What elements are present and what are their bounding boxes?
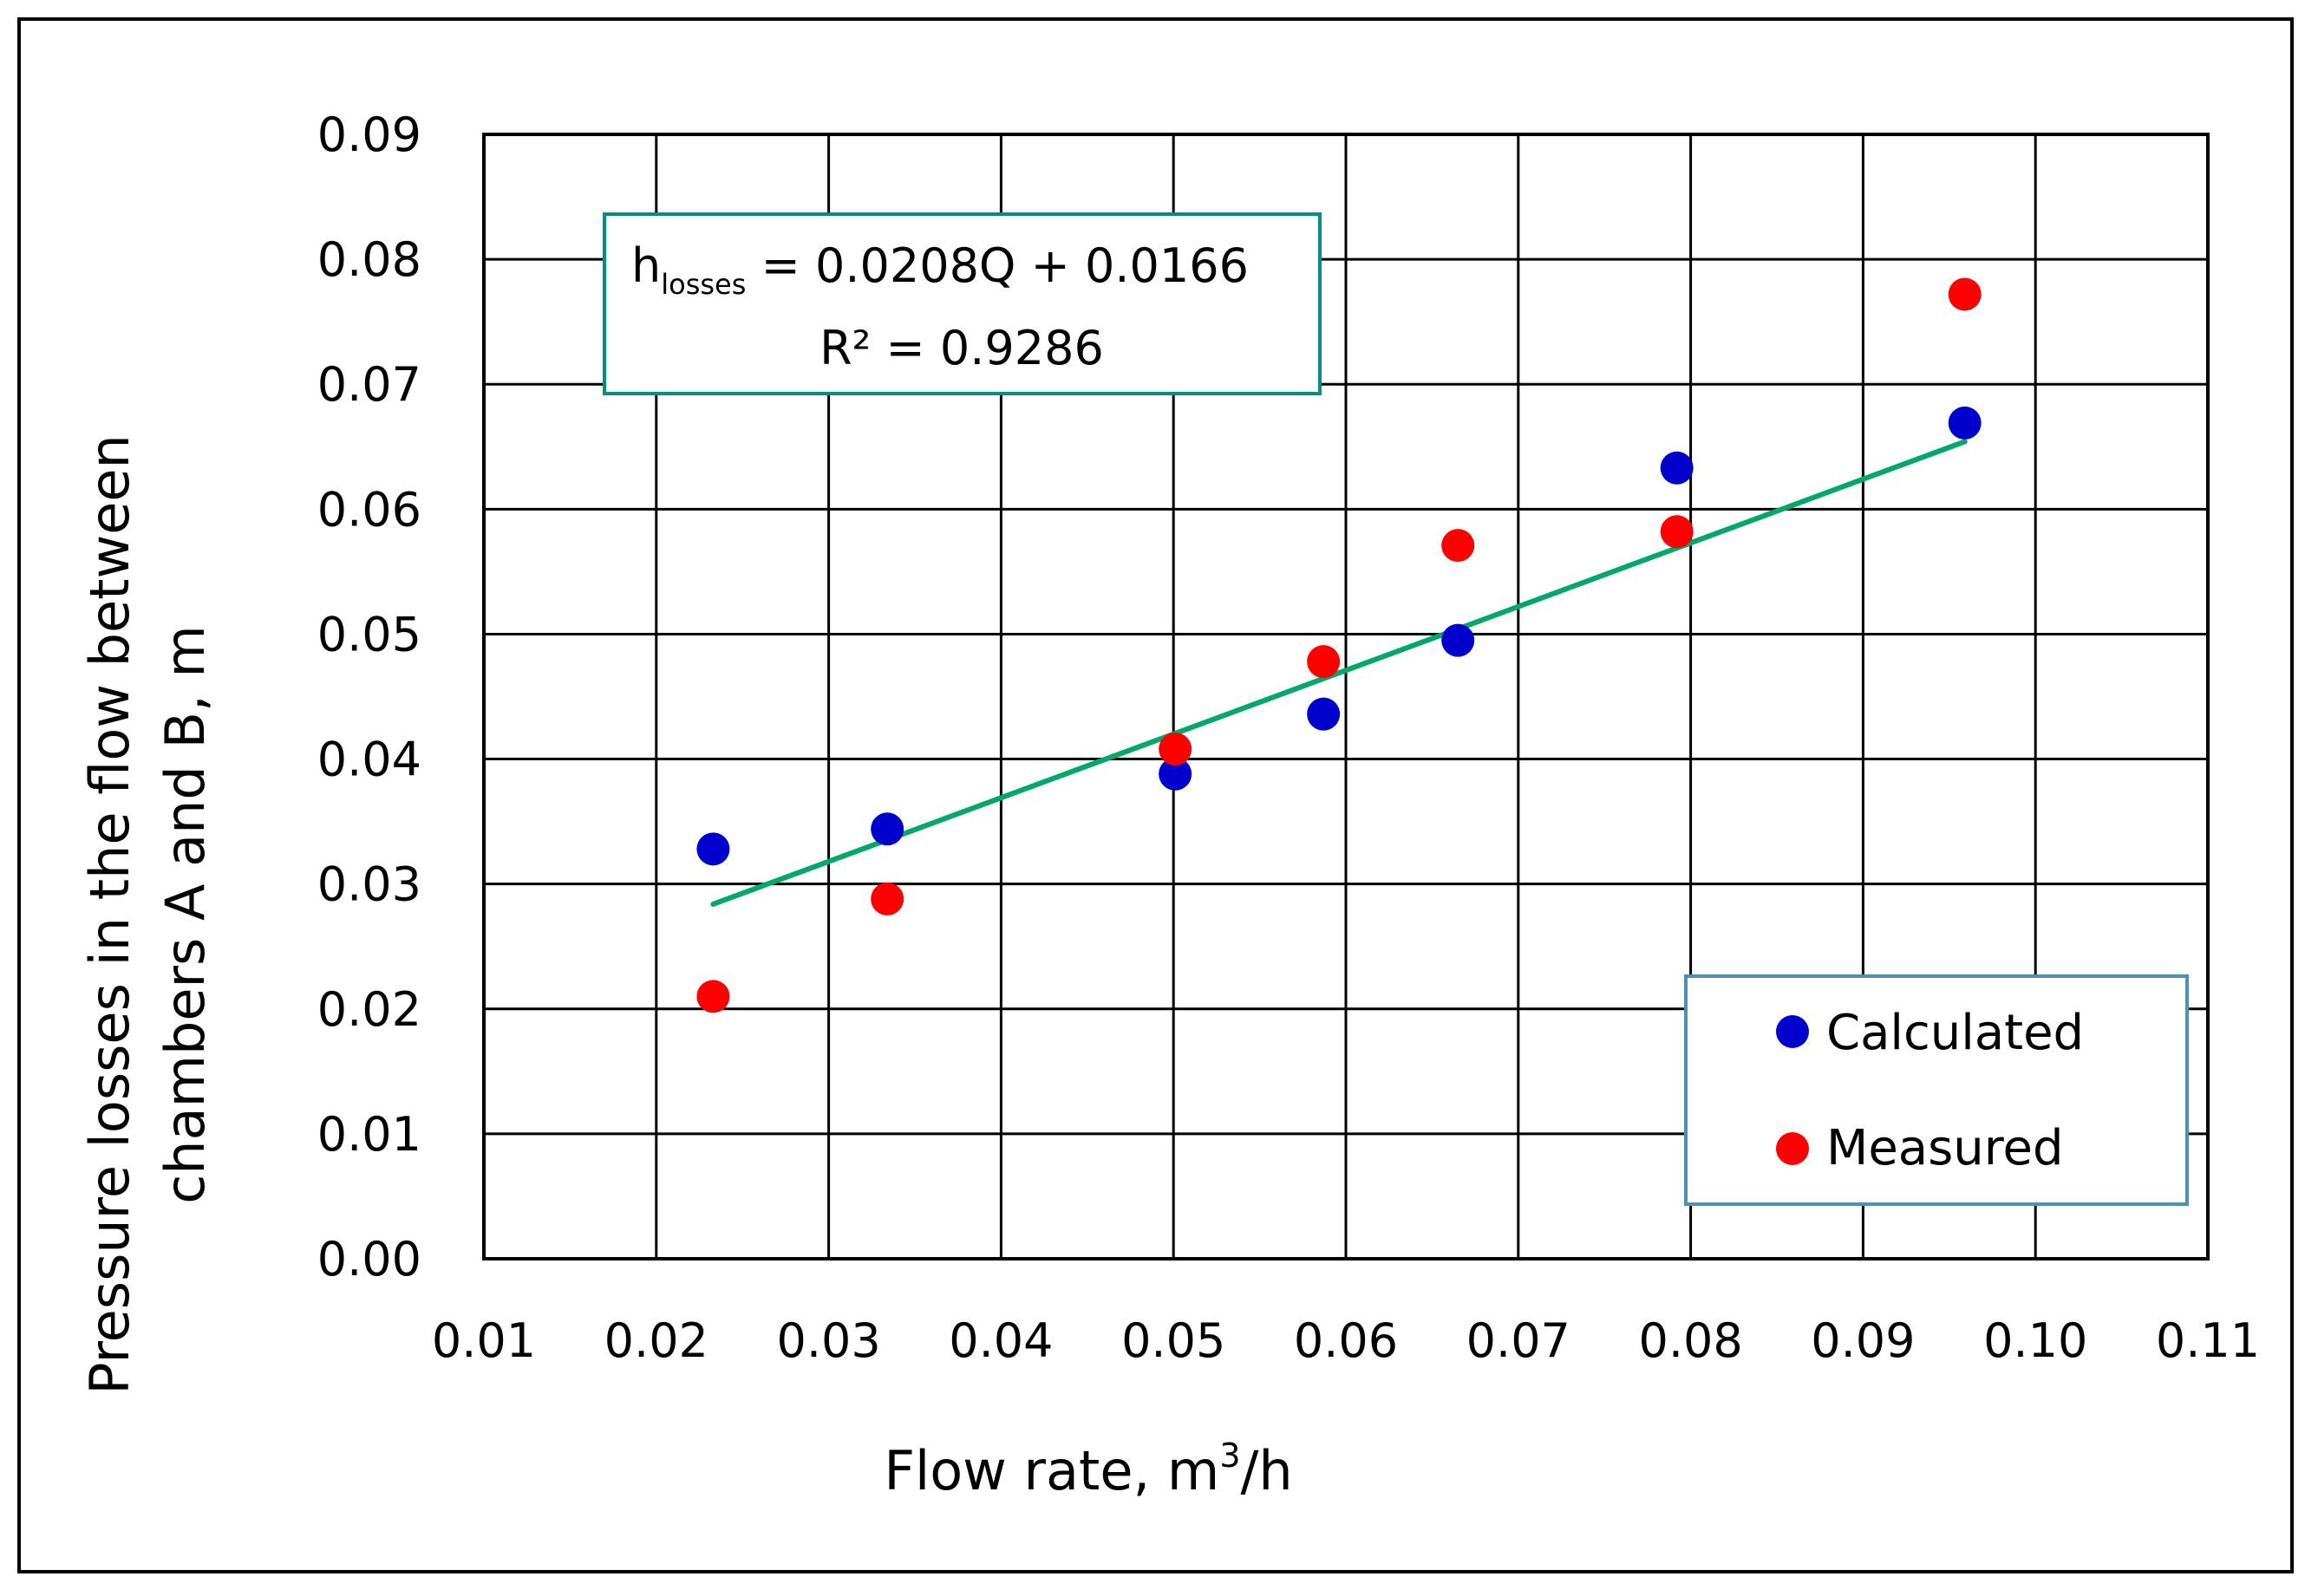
equation-rest: = 0.0208Q + 0.0166 (746, 238, 1249, 293)
data-point-calculated (1660, 451, 1694, 485)
y-tick-label: 0.03 (317, 857, 421, 912)
data-point-calculated (1159, 757, 1192, 791)
y-tick-label: 0.02 (317, 982, 421, 1037)
trendline (710, 439, 1968, 907)
data-point-calculated (1307, 697, 1341, 731)
data-point-calculated (696, 832, 730, 866)
y-tick-label: 0.06 (317, 482, 421, 537)
x-axis-title-sup: 3 (1219, 1436, 1240, 1475)
y-tick-label: 0.07 (317, 357, 421, 412)
x-tick-label: 0.04 (949, 1313, 1053, 1368)
equation-annotation: hlosses = 0.0208Q + 0.0166 R² = 0.9286 (603, 212, 1322, 395)
x-tick-label: 0.03 (776, 1313, 880, 1368)
x-tick-label: 0.05 (1121, 1313, 1225, 1368)
x-tick-label: 0.11 (2156, 1313, 2260, 1368)
y-tick-label: 0.08 (317, 232, 421, 287)
x-tick-label: 0.08 (1638, 1313, 1742, 1368)
y-axis-title-line-1: Pressure losses in the flow between (78, 434, 141, 1395)
equation-line-1: hlosses = 0.0208Q + 0.0166 (631, 238, 1249, 301)
y-tick-labels: 0.00 0.01 0.02 0.03 0.04 0.05 0.06 0.07 0.08 0.09 (317, 107, 421, 1287)
x-tick-label: 0.02 (604, 1313, 708, 1368)
equation-box (603, 212, 1322, 395)
x-axis-title: Flow rate, m3/h (884, 1436, 1292, 1502)
data-point-calculated (871, 812, 904, 846)
legend-marker-measured (1776, 1132, 1809, 1165)
plot-area-border (482, 133, 2210, 1261)
y-tick-label: 0.00 (317, 1232, 421, 1287)
x-tick-label: 0.07 (1466, 1313, 1570, 1368)
x-tick-labels: 0.01 0.02 0.03 0.04 0.05 0.06 0.07 0.08 0.09 0.10… (432, 1313, 2260, 1368)
legend-marker-calculated (1776, 1015, 1809, 1048)
data-point-measured (1441, 529, 1475, 563)
trendline-group (710, 439, 1968, 907)
y-tick-label: 0.04 (317, 733, 421, 787)
data-point-measured (1307, 645, 1341, 679)
data-point-measured (1948, 277, 1982, 311)
x-axis-title-tail: /h (1241, 1439, 1293, 1502)
legend-box (1684, 974, 2189, 1206)
data-point-calculated (1441, 623, 1475, 657)
x-axis-title-main: Flow rate, m (884, 1439, 1219, 1502)
data-point-calculated (1948, 406, 1982, 440)
data-point-measured (696, 980, 730, 1013)
data-point-measured (1159, 733, 1192, 766)
y-tick-label: 0.05 (317, 607, 421, 661)
y-tick-label: 0.01 (317, 1107, 421, 1162)
x-tick-label: 0.10 (1983, 1313, 2087, 1368)
legend-label-calculated: Calculated (1826, 1005, 2084, 1061)
y-tick-label: 0.09 (317, 107, 421, 162)
equation-line-2: R² = 0.9286 (819, 321, 1104, 375)
x-tick-label: 0.09 (1811, 1313, 1915, 1368)
equation-h: h (631, 238, 661, 293)
equation-subscript: losses (661, 268, 746, 301)
data-points (696, 277, 1982, 1013)
data-point-measured (871, 882, 904, 915)
legend: Calculated Measured (1684, 974, 2189, 1206)
x-tick-label: 0.06 (1294, 1313, 1398, 1368)
y-axis-title: Pressure losses in the flow between cham… (78, 434, 217, 1395)
y-axis-title-line-2: chambers A and B, m (153, 625, 217, 1204)
x-tick-label: 0.01 (432, 1313, 536, 1368)
legend-label-measured: Measured (1826, 1120, 2064, 1176)
data-point-measured (1660, 515, 1694, 549)
